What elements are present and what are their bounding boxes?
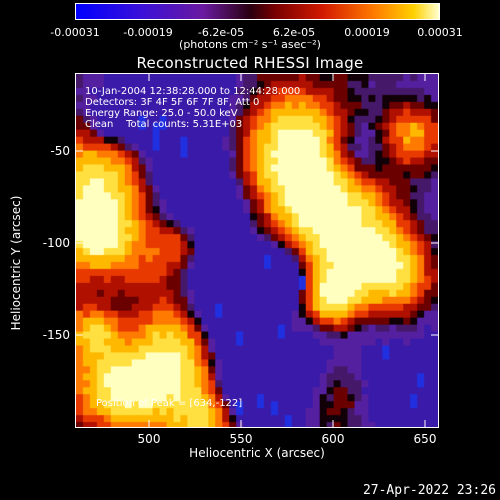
x-tick-label: 550 (230, 432, 253, 446)
colorbar-tick: -6.2e-05 (197, 26, 245, 39)
y-tick-label: -150 (43, 328, 70, 342)
y-tick-label: -100 (43, 236, 70, 250)
x-tick-label: 650 (414, 432, 437, 446)
x-axis-label: Heliocentric X (arcsec) (189, 446, 325, 460)
colorbar-tick: -0.00019 (123, 26, 173, 39)
x-tick-label: 500 (138, 432, 161, 446)
colorbar-tick: 0.00019 (344, 26, 390, 39)
x-tick-label: 600 (322, 432, 345, 446)
plot-title: Reconstructed RHESSI Image (136, 54, 364, 72)
colorbar-tick: 0.00031 (417, 26, 463, 39)
heatmap-canvas (76, 74, 438, 427)
colorbar-tick: -0.00031 (50, 26, 100, 39)
colorbar-tick: 6.2e-05 (272, 26, 316, 39)
info-clean-counts: Clean Total counts: 5.31E+03 (85, 119, 243, 130)
timestamp: 27-Apr-2022 23:26 (362, 483, 496, 498)
info-time-range: 10-Jan-2004 12:38:28.000 to 12:44:28.000 (85, 86, 301, 97)
info-detectors: Detectors: 3F 4F 5F 6F 7F 8F, Att 0 (85, 97, 260, 108)
colorbar (75, 3, 440, 20)
colorbar-tick-labels: -0.00031 -0.00019 -6.2e-05 6.2e-05 0.000… (0, 20, 500, 40)
y-tick-label: -50 (50, 144, 70, 158)
peak-position: Position of Peak = [634,-122] (96, 398, 243, 409)
colorbar-units: (photons cm⁻² s⁻¹ asec⁻²) (179, 38, 321, 51)
y-axis-label: Heliocentric Y (arcsec) (9, 195, 23, 331)
info-energy-range: Energy Range: 25.0 - 50.0 keV (85, 108, 238, 119)
rhessi-image[interactable]: 10-Jan-2004 12:38:28.000 to 12:44:28.000… (75, 73, 439, 428)
